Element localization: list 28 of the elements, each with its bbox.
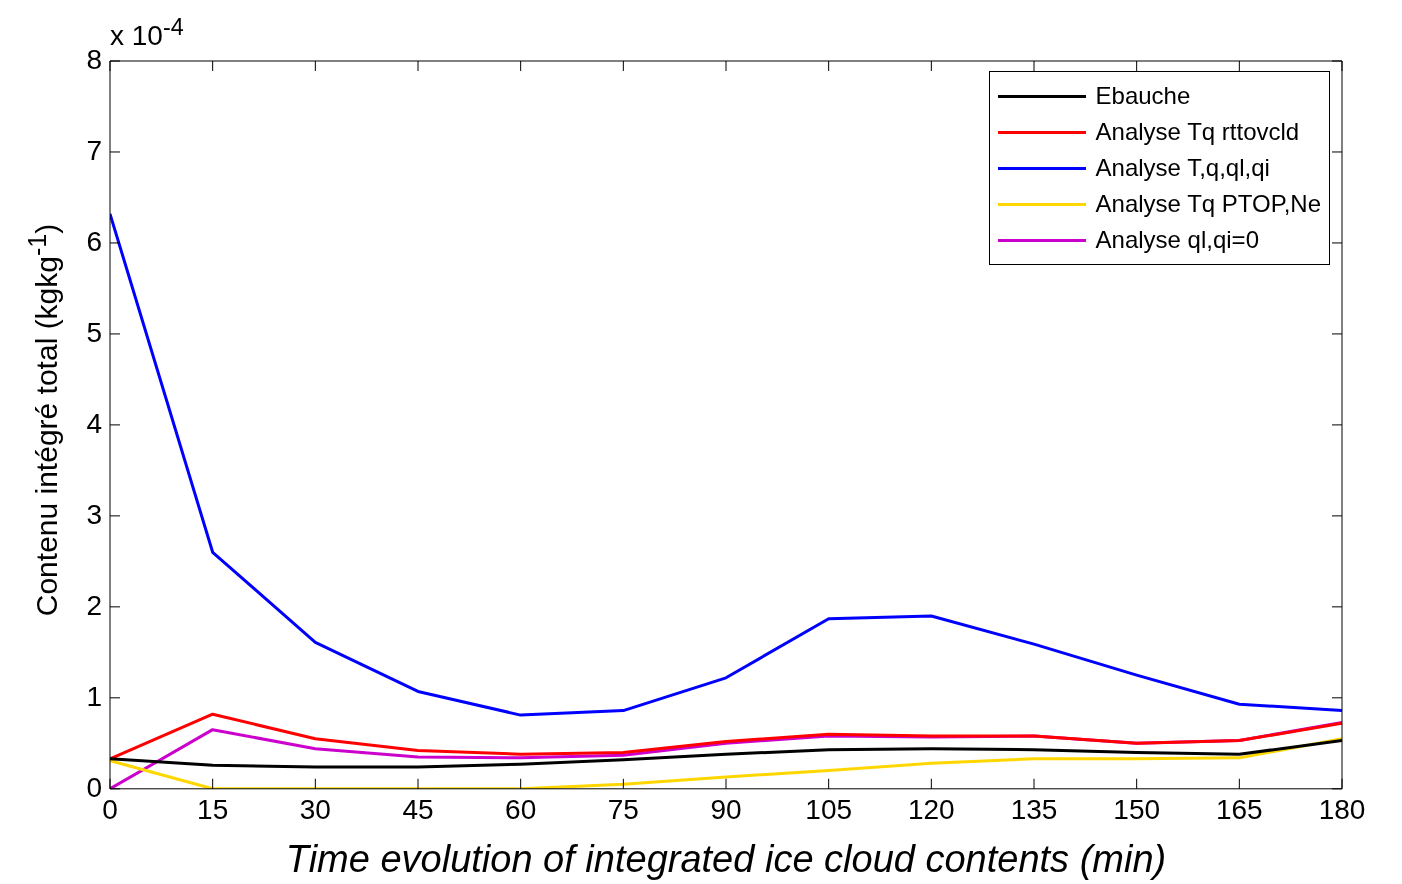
y-tick-label: 8	[86, 43, 102, 75]
y-tick-label: 1	[86, 680, 102, 712]
x-tick-label: 120	[907, 794, 955, 826]
text: x 10$^{-4}$	[110, 14, 184, 53]
y-tick-label: 3	[86, 498, 102, 530]
x-tick-label: 150	[1113, 794, 1161, 826]
y-tick-label: 2	[86, 589, 102, 621]
x-tick-label: 90	[710, 794, 742, 826]
legend-label: Analyse Tq rttovcld	[1095, 118, 1300, 146]
y-tick-label: 4	[86, 407, 102, 439]
legend-label: Analyse Tq PTOP,Ne	[1095, 190, 1321, 218]
legend-label: Analyse T,q,ql,qi	[1095, 154, 1270, 182]
y-tick-label: 7	[86, 134, 102, 166]
x-tick-label: 180	[1318, 794, 1366, 826]
x-tick-label: 30	[299, 794, 331, 826]
x-tick-label: 60	[505, 794, 537, 826]
y-tick-label: 0	[86, 771, 102, 803]
x-tick-label: 15	[197, 794, 229, 826]
x-axis-title: Time evolution of integrated ice cloud contents (min)	[285, 837, 1167, 880]
x-tick-label: 165	[1215, 794, 1263, 826]
x-tick-label: 45	[402, 794, 434, 826]
y-tick-label: 5	[86, 316, 102, 348]
x-tick-label: 75	[607, 794, 639, 826]
x-tick-label: 105	[805, 794, 853, 826]
legend-label: Ebauche	[1095, 82, 1191, 110]
x-tick-label: 135	[1010, 794, 1058, 826]
y-tick-label: 6	[86, 225, 102, 257]
legend-label: Analyse ql,qi=0	[1095, 226, 1259, 254]
